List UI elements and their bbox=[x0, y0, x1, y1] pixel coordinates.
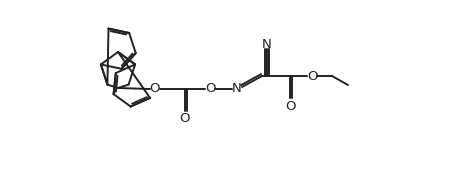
Text: O: O bbox=[150, 83, 160, 96]
Text: O: O bbox=[307, 70, 317, 83]
Text: N: N bbox=[262, 37, 272, 51]
Text: N: N bbox=[232, 83, 242, 96]
Text: O: O bbox=[180, 112, 190, 126]
Text: O: O bbox=[285, 99, 295, 112]
Text: O: O bbox=[205, 83, 215, 96]
